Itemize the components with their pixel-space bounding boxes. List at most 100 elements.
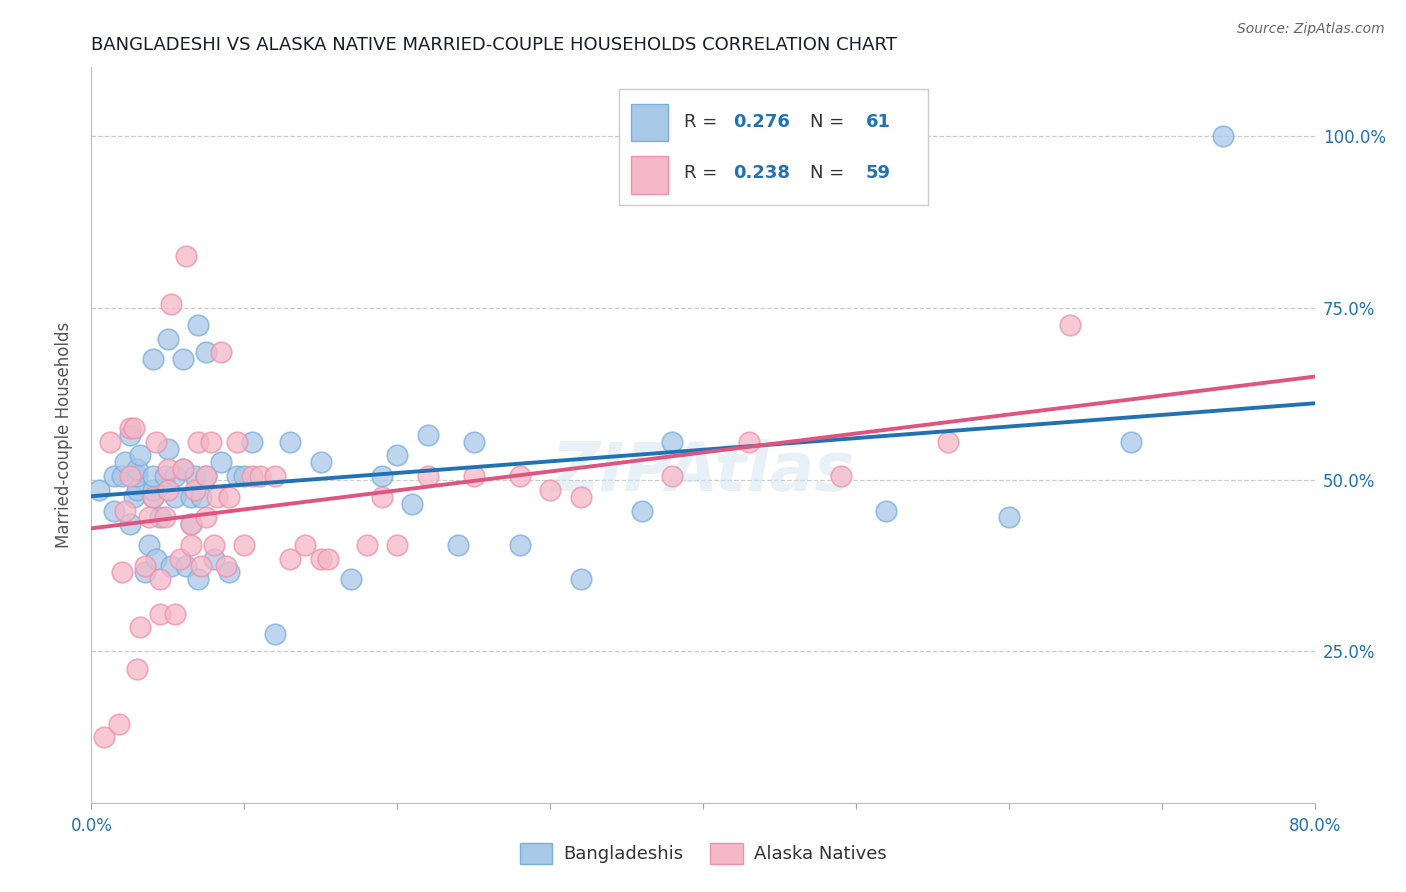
Legend: Bangladeshis, Alaska Natives: Bangladeshis, Alaska Natives <box>520 843 886 863</box>
Point <box>149 607 172 621</box>
Point <box>661 469 683 483</box>
Point <box>156 462 179 476</box>
Text: R =: R = <box>683 112 723 130</box>
Point <box>180 517 202 532</box>
Point <box>371 490 394 504</box>
Point <box>87 483 110 497</box>
Point <box>153 469 176 483</box>
Point <box>998 510 1021 524</box>
Point <box>233 469 256 483</box>
Point <box>156 483 179 497</box>
Text: Source: ZipAtlas.com: Source: ZipAtlas.com <box>1237 22 1385 37</box>
Point <box>127 483 149 497</box>
Point <box>153 510 176 524</box>
Point <box>122 421 145 435</box>
Point <box>249 469 271 483</box>
Point <box>294 538 316 552</box>
Point <box>195 510 218 524</box>
Point <box>111 566 134 580</box>
Point <box>569 490 592 504</box>
Point <box>114 455 136 469</box>
Point <box>118 428 141 442</box>
Text: N =: N = <box>810 164 851 182</box>
Point <box>180 517 202 532</box>
Point <box>936 434 959 449</box>
Point <box>401 497 423 511</box>
Point <box>205 490 228 504</box>
Point <box>209 455 232 469</box>
Point <box>129 620 152 634</box>
Point <box>538 483 561 497</box>
Point <box>190 558 212 573</box>
Point <box>174 558 197 573</box>
Point <box>416 428 439 442</box>
Point <box>118 421 141 435</box>
Point <box>278 434 301 449</box>
Point <box>385 449 409 463</box>
Point <box>463 469 485 483</box>
Point <box>215 558 238 573</box>
Point <box>98 434 121 449</box>
Point <box>149 510 172 524</box>
Point <box>1121 434 1143 449</box>
Point <box>111 469 134 483</box>
Point <box>318 551 340 566</box>
Point <box>187 434 209 449</box>
Point <box>631 503 654 517</box>
Text: 59: 59 <box>866 164 891 182</box>
Point <box>145 551 167 566</box>
Point <box>225 469 247 483</box>
Point <box>134 566 156 580</box>
Point <box>138 510 160 524</box>
Point <box>184 483 207 497</box>
Point <box>240 434 263 449</box>
FancyBboxPatch shape <box>631 104 668 141</box>
Point <box>225 434 247 449</box>
Point <box>187 572 209 586</box>
Point <box>141 483 163 497</box>
Point <box>309 551 332 566</box>
Point <box>122 490 145 504</box>
Point <box>202 538 225 552</box>
Point <box>93 731 115 745</box>
Point <box>180 490 202 504</box>
Text: 0.276: 0.276 <box>733 112 790 130</box>
Point <box>127 462 149 476</box>
Point <box>156 442 179 456</box>
Text: ZIPAtlas: ZIPAtlas <box>551 439 855 505</box>
Point <box>141 490 163 504</box>
Point <box>463 434 485 449</box>
Text: 0.238: 0.238 <box>733 164 790 182</box>
Point <box>385 538 409 552</box>
Point <box>278 551 301 566</box>
Point <box>509 538 531 552</box>
Point <box>264 469 287 483</box>
Point <box>149 572 172 586</box>
Point <box>145 434 167 449</box>
Point <box>108 716 131 731</box>
Point <box>195 469 218 483</box>
Point <box>240 469 263 483</box>
Point <box>830 469 852 483</box>
Point <box>172 462 194 476</box>
Point <box>190 490 212 504</box>
Point <box>875 503 898 517</box>
Point <box>661 434 683 449</box>
Point <box>127 662 149 676</box>
Point <box>184 469 207 483</box>
Point <box>160 297 183 311</box>
Point <box>172 462 194 476</box>
Point <box>172 352 194 367</box>
Point <box>118 517 141 532</box>
Point <box>165 490 187 504</box>
Point <box>174 249 197 263</box>
Point <box>195 469 218 483</box>
Point <box>356 538 378 552</box>
Point <box>114 503 136 517</box>
Point <box>138 538 160 552</box>
Text: 61: 61 <box>866 112 891 130</box>
Point <box>569 572 592 586</box>
Point <box>233 538 256 552</box>
Point <box>141 469 163 483</box>
Point <box>180 538 202 552</box>
